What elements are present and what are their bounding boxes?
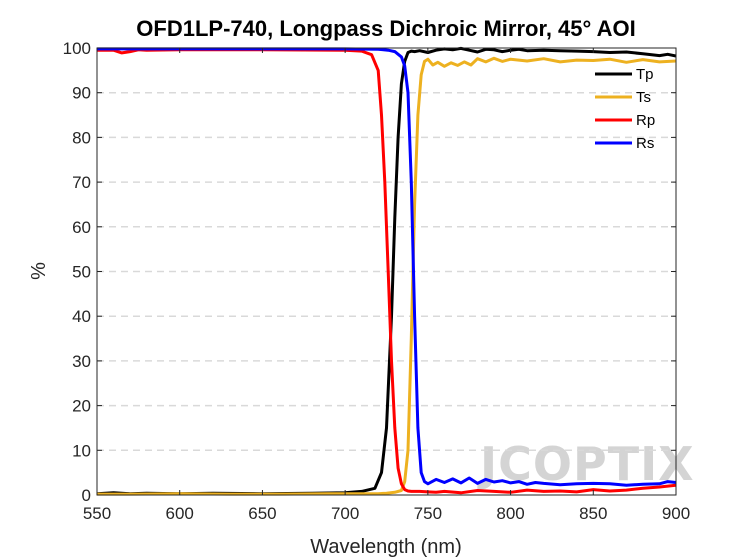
y-tick-labels: 0 10 20 30 40 50 60 70 80 90 100: [63, 39, 91, 505]
x-axis-label: Wavelength (nm): [310, 536, 462, 558]
legend-label: Rp: [636, 112, 655, 129]
y-tick-label: 80: [72, 128, 91, 147]
x-tick-label: 850: [579, 504, 607, 523]
series-line-ts: [97, 56, 676, 496]
y-tick-label: 20: [72, 397, 91, 416]
legend-label: Tp: [636, 66, 654, 83]
legend-label: Rs: [636, 135, 654, 152]
x-tick-label: 750: [414, 504, 442, 523]
legend: Tp Ts Rp Rs: [595, 66, 655, 152]
y-tick-label: 90: [72, 84, 91, 103]
grid: [97, 91, 676, 452]
axis-ticks: [96, 47, 677, 496]
y-tick-label: 0: [82, 486, 91, 505]
y-tick-label: 40: [72, 307, 91, 326]
x-tick-label: 550: [83, 504, 111, 523]
legend-label: Ts: [636, 89, 651, 106]
series-line-rs: [97, 47, 676, 487]
y-tick-label: 60: [72, 218, 91, 237]
y-tick-label: 70: [72, 173, 91, 192]
y-axis-label: %: [28, 262, 50, 280]
x-tick-label: 800: [496, 504, 524, 523]
x-tick-label: 600: [166, 504, 194, 523]
x-tick-labels: 550 600 650 700 750 800 850 900: [83, 504, 690, 523]
y-tick-label: 50: [72, 263, 91, 282]
y-tick-label: 10: [72, 441, 91, 460]
y-tick-label: 100: [63, 39, 91, 58]
x-tick-label: 900: [662, 504, 690, 523]
x-tick-label: 700: [331, 504, 359, 523]
x-tick-label: 650: [248, 504, 276, 523]
y-tick-label: 30: [72, 352, 91, 371]
chart-title: OFD1LP-740, Longpass Dichroic Mirror, 45…: [136, 16, 635, 41]
